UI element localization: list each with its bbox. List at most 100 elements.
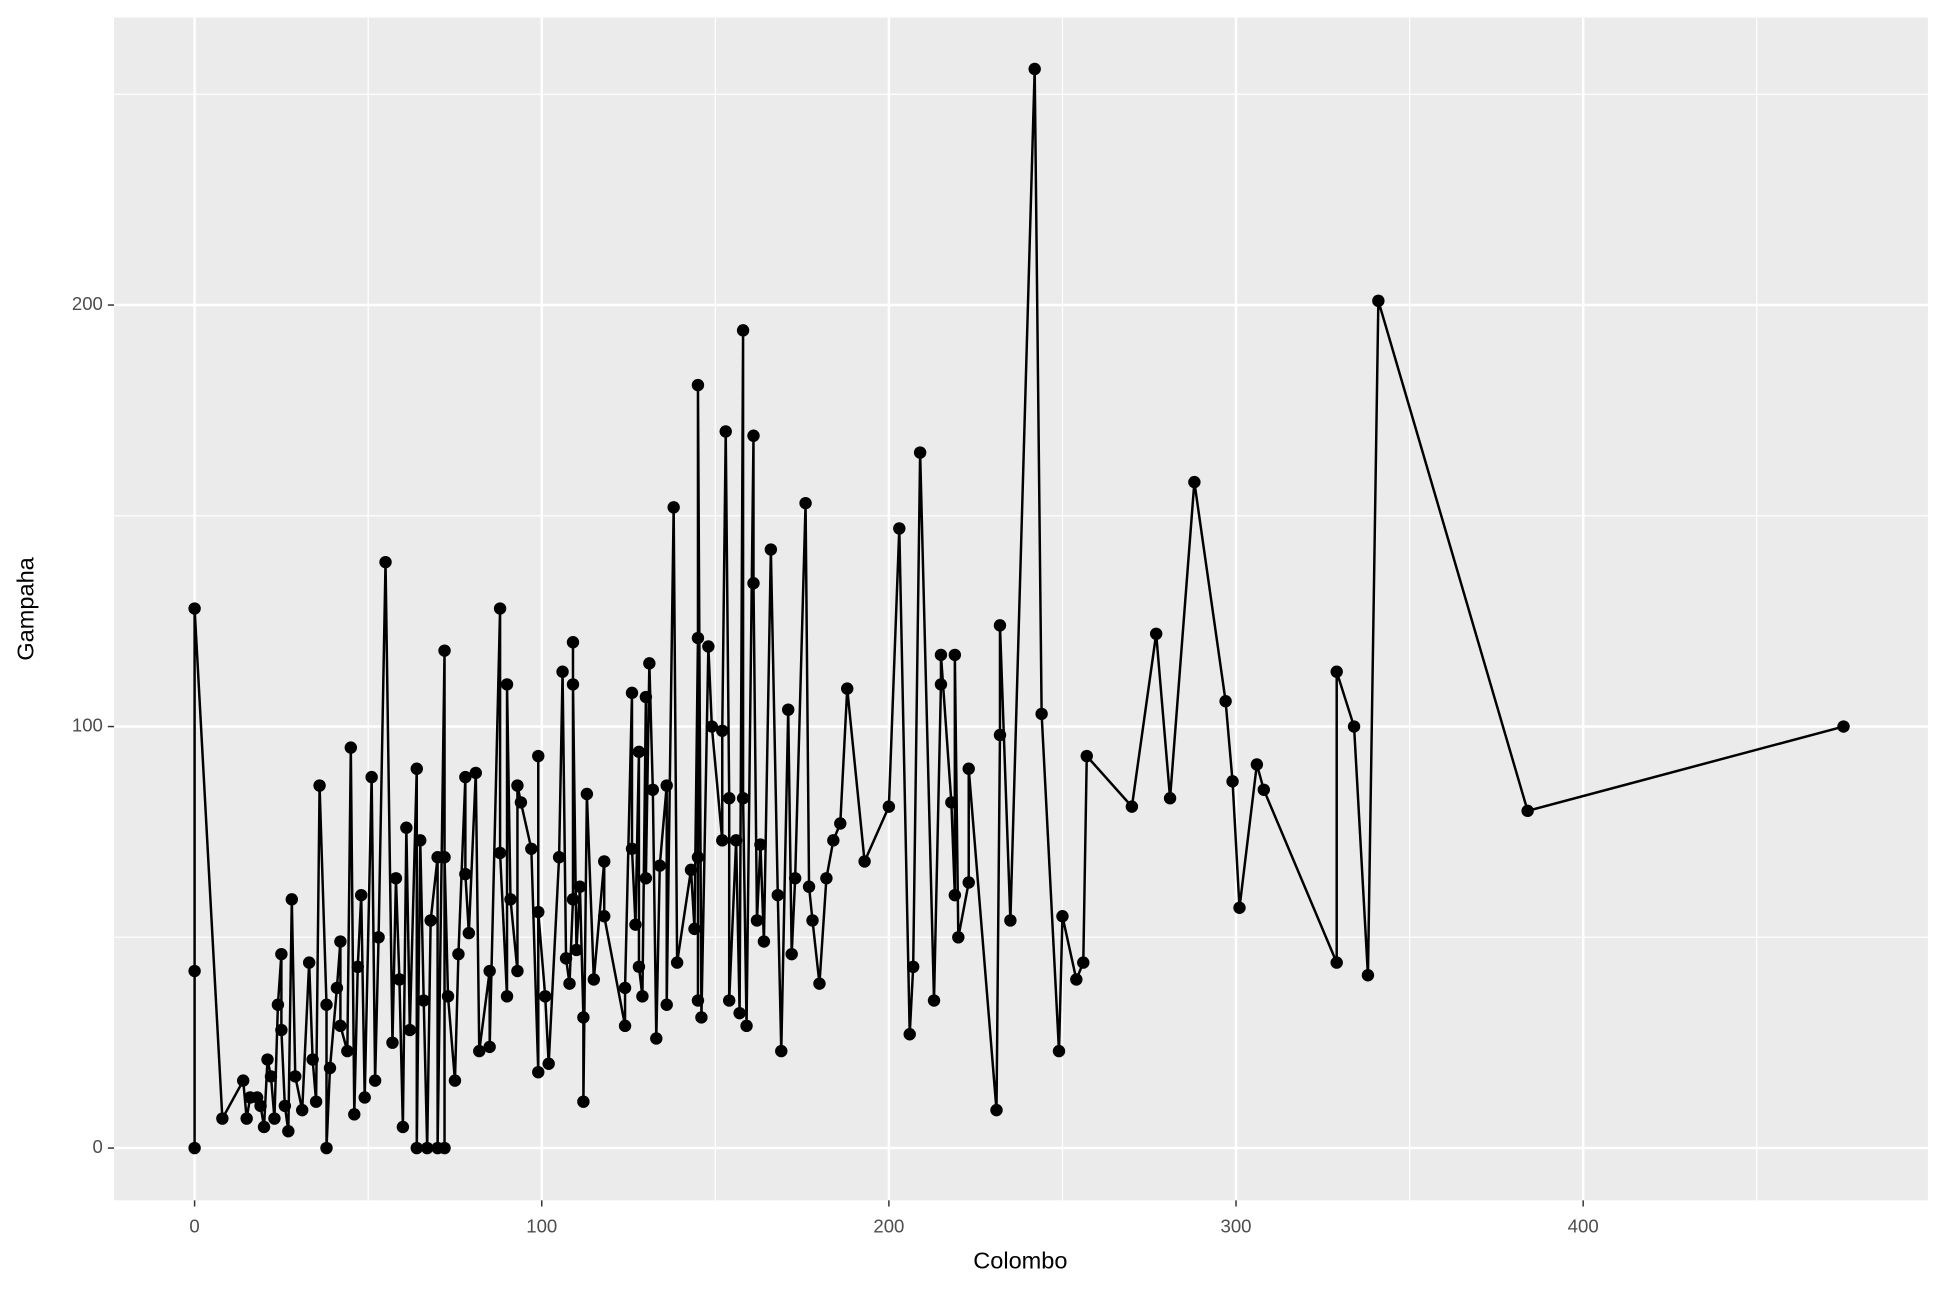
- point: [355, 888, 368, 902]
- point: [1330, 956, 1343, 969]
- point: [639, 872, 653, 885]
- point: [500, 990, 514, 1003]
- x-tick-label: 200: [873, 1216, 904, 1237]
- point: [702, 640, 715, 653]
- point: [438, 1141, 451, 1155]
- point: [438, 644, 451, 657]
- point: [448, 1074, 462, 1087]
- point: [563, 977, 576, 990]
- point: [643, 657, 656, 670]
- point: [945, 796, 958, 809]
- point: [261, 1053, 274, 1066]
- point: [393, 973, 406, 986]
- point: [459, 867, 472, 881]
- point: [799, 496, 812, 510]
- point: [785, 947, 798, 961]
- point: [372, 931, 385, 944]
- point: [483, 1040, 496, 1054]
- point: [334, 935, 347, 948]
- point: [542, 1057, 555, 1070]
- point: [775, 1044, 788, 1058]
- point: [733, 1006, 746, 1020]
- point: [962, 876, 975, 889]
- point: [716, 834, 729, 847]
- point: [629, 918, 642, 931]
- point: [566, 893, 580, 906]
- point: [618, 1019, 632, 1033]
- point: [1250, 758, 1264, 771]
- point: [320, 1141, 333, 1155]
- point: [990, 1103, 1003, 1117]
- point: [302, 956, 316, 969]
- point: [788, 872, 802, 885]
- point: [289, 1070, 302, 1083]
- point: [351, 960, 364, 974]
- point: [386, 1036, 399, 1049]
- point: [639, 690, 653, 704]
- point: [841, 682, 854, 695]
- point: [532, 1065, 545, 1079]
- point: [577, 1011, 590, 1024]
- point: [410, 1141, 423, 1155]
- point: [525, 842, 538, 855]
- point: [320, 998, 333, 1011]
- point: [719, 425, 732, 438]
- point: [636, 990, 649, 1003]
- point: [632, 745, 646, 759]
- point: [556, 665, 569, 678]
- point: [1125, 800, 1139, 813]
- point: [625, 842, 639, 855]
- point: [514, 796, 528, 809]
- point: [806, 914, 819, 927]
- point: [587, 973, 601, 986]
- point: [1056, 910, 1069, 923]
- x-tick-label: 300: [1221, 1216, 1252, 1237]
- point: [705, 720, 719, 733]
- point: [358, 1091, 371, 1104]
- point: [285, 893, 298, 906]
- point: [348, 1108, 361, 1121]
- point: [282, 1125, 295, 1138]
- point: [254, 1099, 267, 1113]
- point: [618, 981, 632, 995]
- point: [573, 880, 587, 893]
- point: [511, 964, 524, 978]
- point: [653, 859, 666, 872]
- point: [296, 1103, 309, 1117]
- point: [934, 648, 948, 662]
- point: [257, 1120, 271, 1134]
- point: [441, 990, 455, 1003]
- point: [948, 648, 962, 662]
- y-tick-label: 100: [72, 714, 103, 735]
- point: [834, 817, 847, 830]
- point: [893, 522, 906, 535]
- point: [632, 960, 646, 974]
- point: [552, 851, 566, 864]
- point: [1004, 914, 1017, 927]
- point: [913, 446, 927, 459]
- point: [188, 964, 201, 978]
- point: [764, 543, 778, 556]
- point: [716, 724, 729, 737]
- point: [747, 577, 760, 590]
- point: [452, 947, 465, 961]
- point: [473, 1044, 486, 1058]
- point: [952, 931, 965, 944]
- point: [577, 1095, 590, 1108]
- point: [1361, 969, 1375, 982]
- y-tick-label: 200: [72, 293, 103, 314]
- x-axis-title: Colombo: [973, 1248, 1067, 1274]
- point: [424, 914, 437, 927]
- x-tick-label: 400: [1568, 1216, 1599, 1237]
- point: [1080, 749, 1093, 763]
- point: [403, 1023, 417, 1037]
- point: [858, 855, 871, 868]
- point: [275, 947, 288, 961]
- point: [216, 1112, 229, 1125]
- point: [341, 1044, 354, 1058]
- point: [736, 792, 750, 805]
- point: [570, 943, 583, 957]
- point: [334, 1019, 347, 1033]
- point: [1521, 804, 1534, 818]
